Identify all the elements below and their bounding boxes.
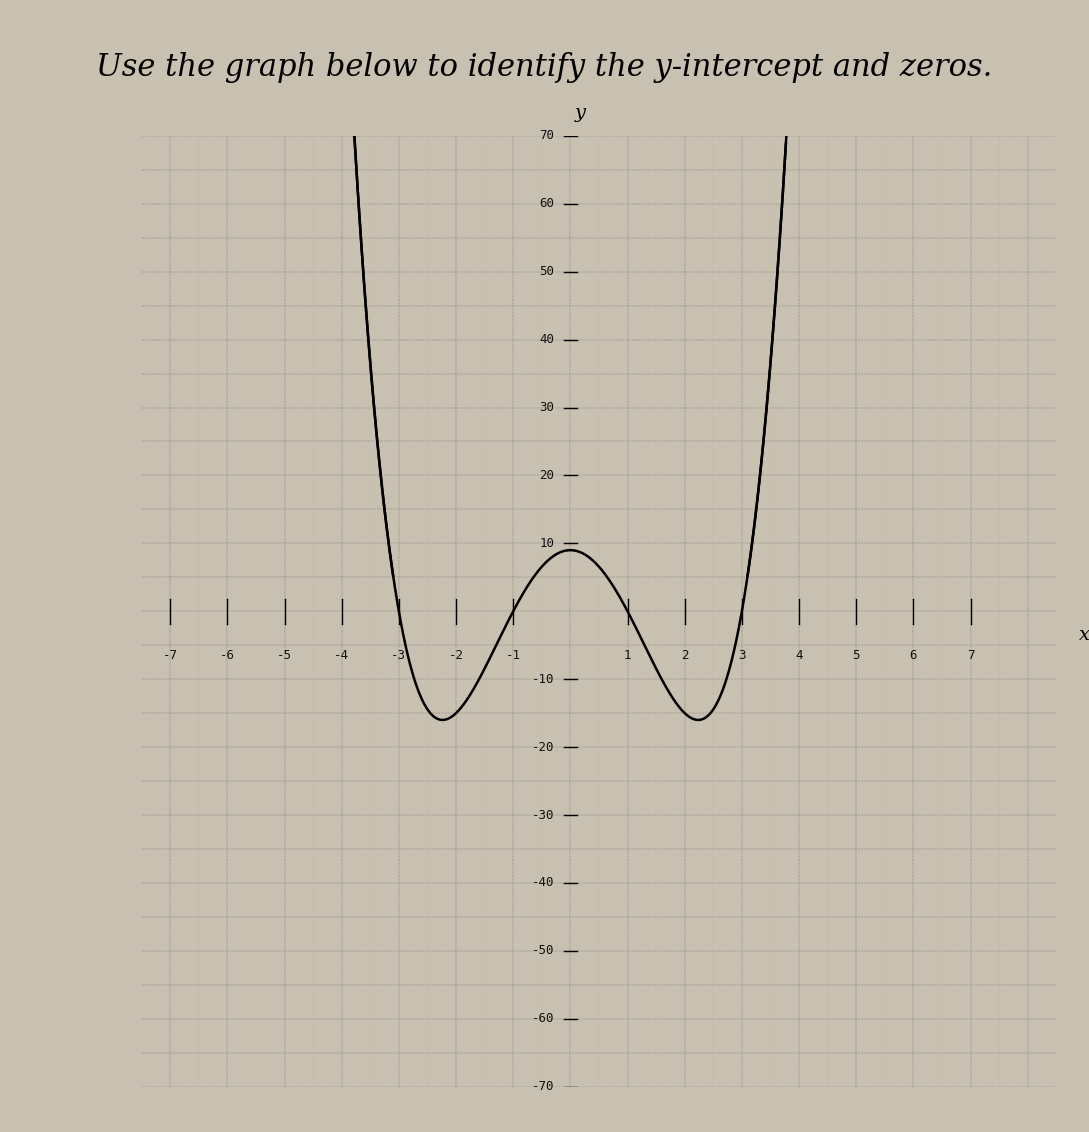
Text: 5: 5 (853, 649, 860, 661)
Text: x: x (1079, 626, 1089, 644)
Text: 20: 20 (539, 469, 554, 482)
Text: 10: 10 (539, 537, 554, 550)
Text: -70: -70 (531, 1080, 554, 1094)
Text: 50: 50 (539, 265, 554, 278)
Text: 40: 40 (539, 333, 554, 346)
Text: -6: -6 (220, 649, 235, 661)
Text: -3: -3 (391, 649, 406, 661)
Text: y: y (575, 104, 586, 122)
Text: 1: 1 (624, 649, 632, 661)
Text: -10: -10 (531, 672, 554, 686)
Text: 7: 7 (967, 649, 975, 661)
Text: 4: 4 (795, 649, 803, 661)
Text: -20: -20 (531, 740, 554, 754)
Text: -2: -2 (449, 649, 464, 661)
Text: 6: 6 (909, 649, 917, 661)
Text: -5: -5 (277, 649, 292, 661)
Text: -30: -30 (531, 808, 554, 822)
Text: 70: 70 (539, 129, 554, 143)
Text: 3: 3 (738, 649, 746, 661)
Text: 2: 2 (681, 649, 688, 661)
Text: Use the graph below to identify the y-intercept and zeros.: Use the graph below to identify the y-in… (96, 52, 993, 84)
Text: 60: 60 (539, 197, 554, 211)
Text: -40: -40 (531, 876, 554, 890)
Text: 30: 30 (539, 401, 554, 414)
Text: -4: -4 (334, 649, 350, 661)
Text: -1: -1 (505, 649, 521, 661)
Text: -7: -7 (162, 649, 178, 661)
Text: -50: -50 (531, 944, 554, 958)
Text: -60: -60 (531, 1012, 554, 1026)
